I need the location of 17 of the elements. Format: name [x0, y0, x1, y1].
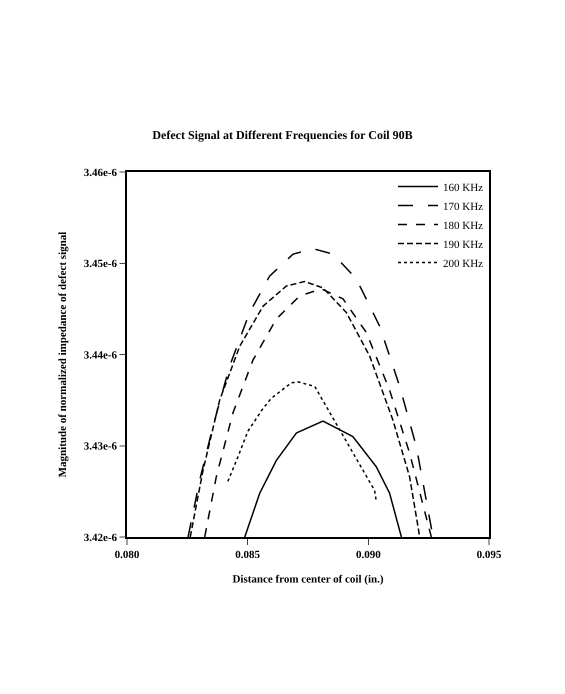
- y-tick-label: 3.43e-6: [84, 440, 118, 453]
- x-axis-title: Distance from center of coil (in.): [232, 574, 384, 586]
- legend-label: 160 KHz: [443, 182, 484, 194]
- chart-title: Defect Signal at Different Frequencies for Coil 90B: [152, 128, 413, 142]
- y-tick-label: 3.46e-6: [84, 166, 118, 179]
- y-axis-title: Magnitude of normalized impedance of defect signal: [56, 232, 69, 478]
- legend-label: 170 KHz: [443, 200, 484, 213]
- y-tick-label: 3.45e-6: [84, 258, 118, 270]
- x-tick-label: 0.090: [356, 548, 382, 561]
- legend-label: 180 KHz: [443, 220, 484, 232]
- x-tick-label: 0.080: [114, 548, 140, 561]
- y-tick-label: 3.42e-6: [84, 532, 118, 544]
- y-tick-label: 3.44e-6: [84, 349, 118, 362]
- x-tick-label: 0.085: [235, 548, 261, 561]
- legend-label: 190 KHz: [443, 238, 484, 251]
- x-tick-label: 0.095: [476, 548, 502, 561]
- legend-label: 200 KHz: [443, 258, 484, 270]
